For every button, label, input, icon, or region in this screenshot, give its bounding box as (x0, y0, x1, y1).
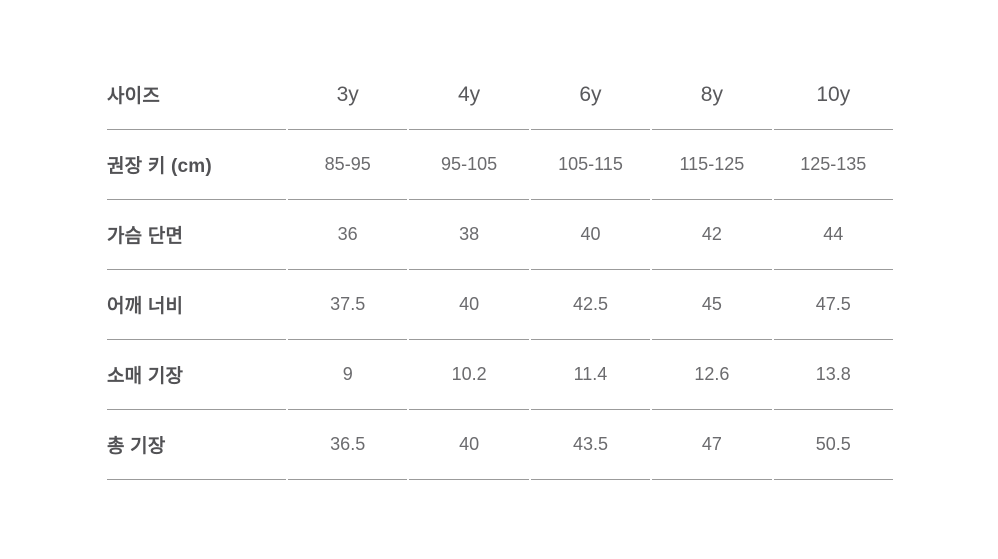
size-value-cell: 42.5 (530, 270, 651, 340)
size-value-cell: 47.5 (773, 270, 893, 340)
size-value-cell: 50.5 (773, 410, 893, 480)
size-chart-table: 사이즈 3y 4y 6y 8y 10y 권장 키 (cm) 85-95 95-1… (105, 60, 895, 480)
size-value-cell: 42 (652, 200, 772, 270)
size-value-cell: 40 (409, 270, 529, 340)
size-value-cell: 12.6 (652, 340, 772, 410)
row-label-shoulder: 어깨 너비 (107, 270, 286, 340)
size-value-cell: 38 (409, 200, 529, 270)
table-row-height: 권장 키 (cm) 85-95 95-105 105-115 115-125 1… (107, 130, 893, 200)
size-value-cell: 85-95 (288, 130, 408, 200)
size-value-cell: 36 (288, 200, 408, 270)
size-value-cell: 125-135 (773, 130, 893, 200)
size-value-cell: 9 (288, 340, 408, 410)
row-label-total-length: 총 기장 (107, 410, 286, 480)
column-header-size: 사이즈 (107, 60, 286, 130)
row-label-chest: 가슴 단면 (107, 200, 286, 270)
size-value-cell: 105-115 (530, 130, 651, 200)
table-row-shoulder: 어깨 너비 37.5 40 42.5 45 47.5 (107, 270, 893, 340)
row-label-sleeve: 소매 기장 (107, 340, 286, 410)
size-value-cell: 13.8 (773, 340, 893, 410)
column-header-10y: 10y (773, 60, 893, 130)
size-value-cell: 45 (652, 270, 772, 340)
column-header-8y: 8y (652, 60, 772, 130)
header-row: 사이즈 3y 4y 6y 8y 10y (107, 60, 893, 130)
size-value-cell: 47 (652, 410, 772, 480)
size-value-cell: 43.5 (530, 410, 651, 480)
size-value-cell: 40 (530, 200, 651, 270)
size-value-cell: 115-125 (652, 130, 772, 200)
column-header-4y: 4y (409, 60, 529, 130)
size-value-cell: 44 (773, 200, 893, 270)
column-header-3y: 3y (288, 60, 408, 130)
row-label-height: 권장 키 (cm) (107, 130, 286, 200)
table-row-chest: 가슴 단면 36 38 40 42 44 (107, 200, 893, 270)
table-row-total-length: 총 기장 36.5 40 43.5 47 50.5 (107, 410, 893, 480)
size-value-cell: 95-105 (409, 130, 529, 200)
size-value-cell: 40 (409, 410, 529, 480)
size-value-cell: 36.5 (288, 410, 408, 480)
column-header-6y: 6y (530, 60, 651, 130)
size-value-cell: 37.5 (288, 270, 408, 340)
table-row-sleeve: 소매 기장 9 10.2 11.4 12.6 13.8 (107, 340, 893, 410)
size-value-cell: 11.4 (530, 340, 651, 410)
size-value-cell: 10.2 (409, 340, 529, 410)
